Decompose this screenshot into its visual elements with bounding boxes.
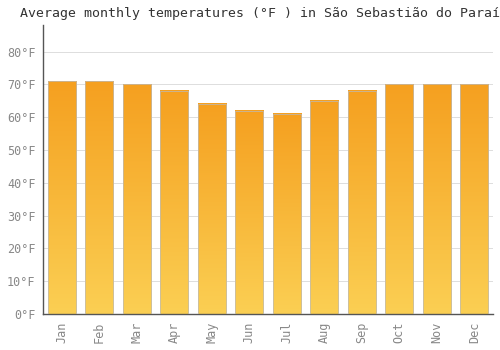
Bar	[348, 91, 376, 314]
Bar	[236, 111, 264, 314]
Bar	[310, 101, 338, 314]
Bar	[198, 104, 226, 314]
Bar	[48, 81, 76, 314]
Bar	[460, 84, 488, 314]
Bar	[273, 114, 301, 314]
Title: Average monthly temperatures (°F ) in São Sebastião do Paraíso: Average monthly temperatures (°F ) in Sã…	[20, 7, 500, 20]
Bar	[422, 84, 451, 314]
Bar	[123, 84, 151, 314]
Bar	[160, 91, 188, 314]
Bar	[385, 84, 414, 314]
Bar	[86, 81, 114, 314]
